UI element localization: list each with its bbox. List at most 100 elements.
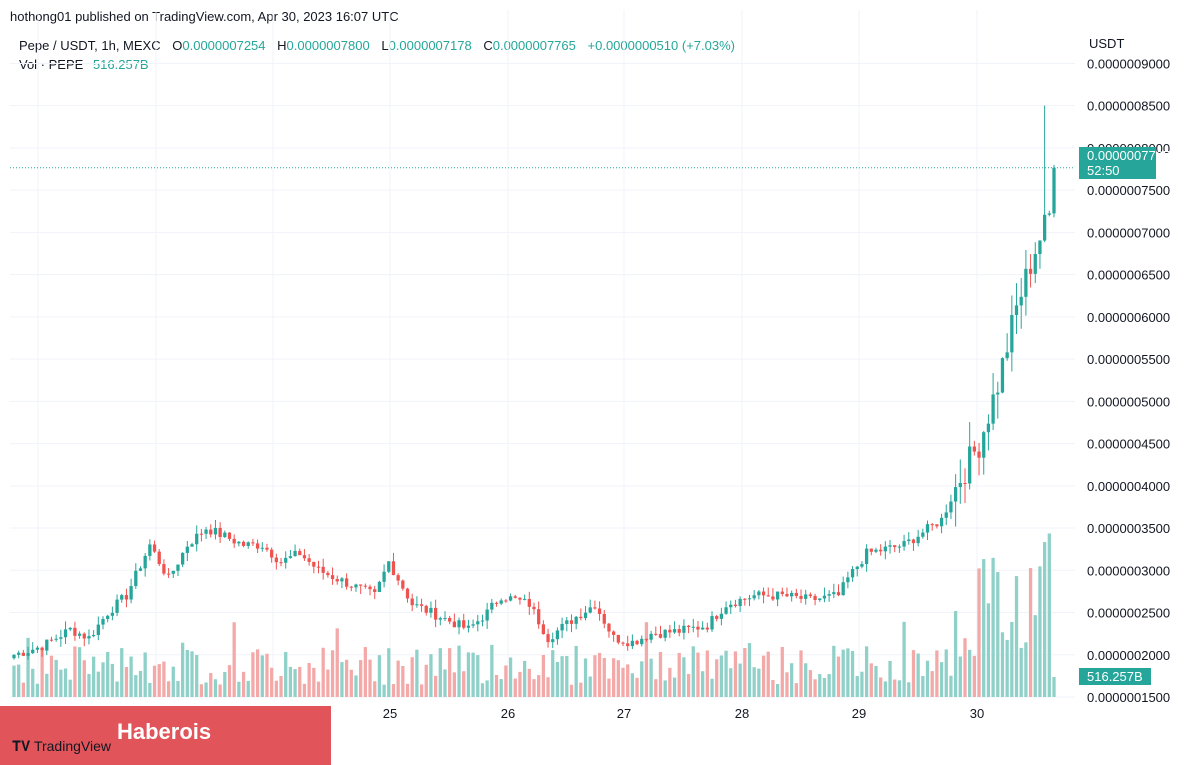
volume-bar	[808, 670, 813, 697]
candle-body	[92, 634, 96, 637]
volume-bar	[710, 678, 714, 697]
volume-bar	[925, 660, 930, 697]
volume-bar	[255, 649, 260, 697]
volume-bar	[251, 652, 255, 697]
candle-body	[241, 541, 246, 546]
candle-body	[644, 638, 649, 640]
volume-bar	[977, 568, 981, 697]
volume-bar	[49, 655, 54, 697]
volume-bar	[195, 654, 199, 697]
volume-bar	[958, 656, 962, 697]
bar-countdown: 52:50	[1087, 163, 1120, 178]
volume-bar	[1024, 642, 1028, 697]
volume-bar	[616, 660, 620, 697]
volume-bar	[893, 679, 897, 697]
price-tick-label: 0.0000006000	[1087, 310, 1170, 325]
volume-bar	[996, 572, 1000, 697]
close-label: C	[483, 38, 493, 53]
candle-body	[724, 607, 728, 614]
volume-bar	[607, 678, 611, 697]
volume-bar	[101, 662, 105, 697]
vol-label[interactable]: Vol · PEPE	[19, 57, 84, 72]
candle-body	[958, 482, 962, 488]
volume-bar	[12, 665, 16, 697]
candle-body	[785, 593, 789, 597]
candle-body	[813, 595, 817, 601]
volume-bar	[818, 674, 822, 697]
volume-bar	[246, 680, 250, 697]
candle-body	[808, 594, 813, 596]
candle-body	[134, 570, 138, 587]
volume-bar	[921, 675, 925, 697]
volume-bar	[733, 651, 738, 697]
volume-bar	[1014, 576, 1019, 697]
candle-body	[907, 539, 911, 542]
candle-body	[199, 533, 204, 535]
candle-body	[546, 634, 550, 643]
time-tick-label: 29	[852, 706, 866, 721]
volume-bar	[438, 648, 442, 697]
volume-bar	[302, 683, 307, 697]
candle-body	[312, 561, 316, 567]
candle-body	[565, 620, 569, 624]
candle-body	[677, 629, 681, 633]
volume-bar	[583, 658, 588, 697]
volume-bar	[953, 611, 958, 697]
price-tick-label: 0.0000008500	[1087, 99, 1170, 114]
volume-bar	[401, 666, 405, 697]
candle-body	[841, 582, 845, 596]
price-tick-label: 0.0000001500	[1087, 690, 1170, 705]
candle-body	[1010, 315, 1014, 353]
candle-body	[63, 629, 68, 638]
volume-bar	[87, 673, 91, 697]
volume-bar	[293, 669, 297, 697]
volume-bar	[621, 667, 625, 697]
volume-bar	[96, 671, 100, 697]
candle-body	[532, 606, 536, 610]
candle-body	[761, 591, 766, 596]
price-tick-label: 0.0000002500	[1087, 606, 1170, 621]
candle-body	[382, 571, 386, 582]
volume-bar	[54, 659, 58, 697]
volume-bar	[73, 646, 77, 697]
candle-body	[738, 598, 742, 607]
volume-bar	[565, 655, 569, 697]
candle-body	[387, 561, 391, 572]
candle-body	[794, 592, 798, 596]
candle-body	[49, 639, 54, 641]
published-line: hothong01 published on TradingView.com, …	[10, 9, 399, 24]
candle-body	[260, 547, 264, 549]
candle-body	[1000, 358, 1005, 393]
volume-bar	[719, 655, 724, 697]
candle-body	[148, 544, 152, 556]
candle-body	[401, 580, 405, 589]
time-tick-label: 27	[617, 706, 631, 721]
candle-body	[893, 545, 897, 548]
candle-body	[616, 634, 620, 643]
volume-bar	[92, 656, 96, 697]
candle-body	[227, 532, 232, 539]
tradingview-logo[interactable]: 𝐓𝐕 TradingView	[12, 738, 111, 755]
candle-body	[270, 549, 274, 558]
candle-body	[1047, 213, 1051, 215]
price-tick-label: 0.0000003500	[1087, 521, 1170, 536]
volume-bar	[883, 681, 887, 697]
candle-body	[747, 598, 752, 600]
candle-body	[494, 602, 499, 604]
volume-bar	[771, 680, 775, 697]
candle-body	[129, 586, 133, 600]
candle-body	[21, 652, 26, 656]
candle-body	[513, 596, 517, 598]
volume-bar	[410, 657, 414, 697]
candle-body	[579, 616, 583, 619]
candle-body	[902, 541, 906, 547]
candle-body	[715, 616, 719, 619]
volume-bar	[635, 677, 639, 697]
candle-body	[752, 595, 756, 599]
watermark-banner: Haberois 𝐓𝐕 TradingView	[0, 706, 331, 765]
candle-body	[396, 575, 400, 581]
symbol-label[interactable]: Pepe / USDT, 1h, MEXC	[19, 38, 161, 53]
volume-bar	[668, 667, 672, 697]
candle-body	[190, 544, 194, 547]
